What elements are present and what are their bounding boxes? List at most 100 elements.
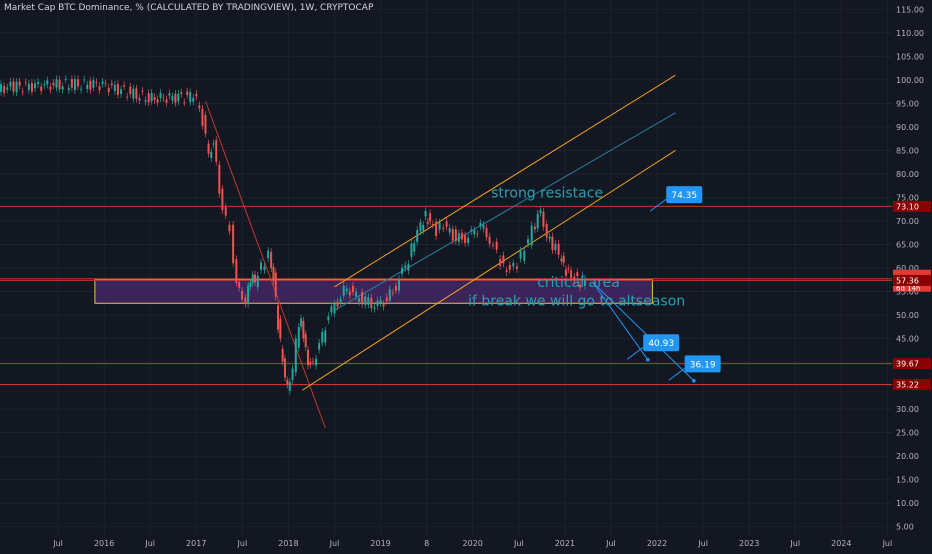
candle-body (533, 226, 536, 230)
critical-zone (94, 279, 653, 304)
candle-body (429, 213, 432, 222)
candle-body (562, 255, 565, 263)
candle-body (505, 270, 508, 273)
candle-body (315, 358, 318, 366)
y-tick-label: 20.00 (896, 452, 919, 461)
y-tick-label: 70.00 (896, 217, 919, 226)
candle-body (435, 221, 438, 236)
candle-body (302, 320, 305, 339)
candle-body (358, 298, 361, 302)
candle-body (388, 289, 391, 301)
candle-body (373, 307, 376, 309)
candle-body (539, 209, 542, 214)
price-tag (893, 200, 931, 212)
candle-body (361, 292, 364, 305)
candle-body (9, 81, 12, 87)
callout-pointer (668, 367, 685, 381)
candle-body (407, 263, 410, 271)
candle-body (129, 86, 132, 94)
candle-body (12, 81, 15, 92)
candle-body (355, 291, 358, 297)
candle-body (18, 81, 21, 86)
candle-body (515, 266, 518, 269)
candle-body (40, 86, 43, 91)
candle-body (376, 300, 379, 306)
candle-body (212, 143, 215, 145)
chart-title: Market Cap BTC Dominance, % (CALCULATED … (4, 3, 374, 13)
y-tick-label: 5.00 (896, 523, 914, 532)
candle-body (554, 243, 557, 251)
candle-body (153, 96, 156, 101)
candle-body (379, 299, 382, 304)
annotation-label: critical area (537, 275, 620, 291)
candle-body (581, 275, 584, 277)
callout-box (643, 334, 680, 352)
candle-body (224, 207, 227, 216)
candle-body (159, 92, 162, 99)
candle-body (470, 229, 473, 232)
candle-body (232, 224, 235, 264)
candle-body (508, 264, 511, 270)
candle-body (144, 100, 147, 102)
candle-body (545, 224, 548, 238)
y-tick-label: 100.00 (896, 76, 924, 85)
candle-body (485, 228, 488, 238)
candle-body (27, 83, 30, 90)
candle-body (567, 268, 570, 270)
candle-body (46, 80, 49, 85)
candle-body (457, 233, 460, 243)
candle-body (300, 318, 303, 327)
candle-body (281, 348, 284, 362)
candle-body (123, 85, 126, 87)
candle-body (318, 343, 321, 350)
candle-body (424, 210, 427, 217)
y-tick-label: 90.00 (896, 123, 919, 132)
candle-body (89, 80, 92, 90)
candle-body (542, 211, 545, 227)
candle-body (241, 290, 244, 300)
candle-body (92, 80, 95, 88)
downtrend-line (205, 100, 326, 429)
candle-body (67, 87, 70, 91)
y-tick-label: 65.00 (896, 240, 919, 249)
x-tick-label: Jul (605, 539, 616, 548)
candle-body (113, 84, 116, 92)
callout-value: 40.93 (648, 339, 674, 349)
candle-body (180, 92, 183, 94)
candle-body (473, 230, 476, 235)
candle-body (235, 259, 238, 283)
candle-body (307, 349, 310, 366)
candle-body (73, 79, 76, 91)
callout-box (666, 186, 703, 204)
candle-body (189, 92, 192, 103)
y-tick-label: 110.00 (896, 29, 924, 38)
candle-body (183, 101, 186, 103)
candle-body (256, 275, 259, 288)
time-axis-bg (0, 536, 932, 550)
candle-body (238, 282, 241, 288)
x-tick-label: 2016 (94, 539, 114, 548)
candle-body (58, 79, 61, 89)
candle-body (495, 241, 498, 250)
candle-body (104, 83, 107, 84)
candle-body (272, 266, 275, 281)
candle-body (422, 224, 425, 231)
x-tick-label: 2022 (647, 539, 667, 548)
candle-body (482, 224, 485, 229)
candle-body (512, 263, 515, 267)
candle-body (297, 327, 300, 348)
callout-box (684, 355, 721, 373)
candle-body (404, 265, 407, 268)
price-tag (893, 358, 931, 370)
candle-body (165, 99, 168, 103)
candle-body (192, 97, 195, 102)
price-tag-label: 57.36 (896, 276, 919, 285)
candle-body (311, 361, 314, 363)
candle-body (467, 237, 470, 243)
candle-body (370, 298, 373, 309)
y-tick-label: 10.00 (896, 499, 919, 508)
candle-body (168, 93, 171, 96)
callout-pointer (626, 346, 644, 360)
